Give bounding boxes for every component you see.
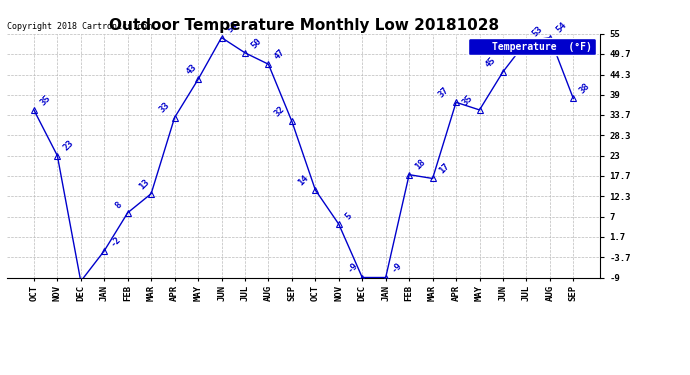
Text: 18: 18 — [413, 158, 427, 172]
Text: -10: -10 — [0, 374, 1, 375]
Text: 37: 37 — [437, 86, 451, 99]
Text: -9: -9 — [346, 261, 359, 275]
Text: 32: 32 — [273, 105, 286, 118]
Text: 35: 35 — [460, 93, 474, 107]
Text: 53: 53 — [531, 25, 544, 39]
Text: 5: 5 — [343, 211, 353, 221]
Text: 54: 54 — [226, 21, 239, 35]
Text: Copyright 2018 Cartronics.com: Copyright 2018 Cartronics.com — [7, 22, 152, 32]
Text: 43: 43 — [184, 63, 198, 76]
Text: 54: 54 — [554, 21, 568, 35]
Text: 14: 14 — [296, 173, 310, 187]
Text: 38: 38 — [578, 82, 591, 96]
Text: 33: 33 — [158, 101, 172, 115]
Text: 47: 47 — [273, 48, 286, 62]
Title: Outdoor Temperature Monthly Low 20181028: Outdoor Temperature Monthly Low 20181028 — [108, 18, 499, 33]
Text: 23: 23 — [61, 139, 75, 153]
Text: 45: 45 — [484, 55, 497, 69]
Legend: Temperature  (°F): Temperature (°F) — [468, 38, 595, 56]
Text: 8: 8 — [114, 200, 124, 210]
Text: 35: 35 — [38, 93, 52, 107]
Text: 50: 50 — [249, 36, 263, 50]
Text: -2: -2 — [108, 234, 122, 248]
Text: 17: 17 — [437, 162, 451, 176]
Text: -9: -9 — [390, 261, 404, 275]
Text: 13: 13 — [137, 177, 151, 191]
